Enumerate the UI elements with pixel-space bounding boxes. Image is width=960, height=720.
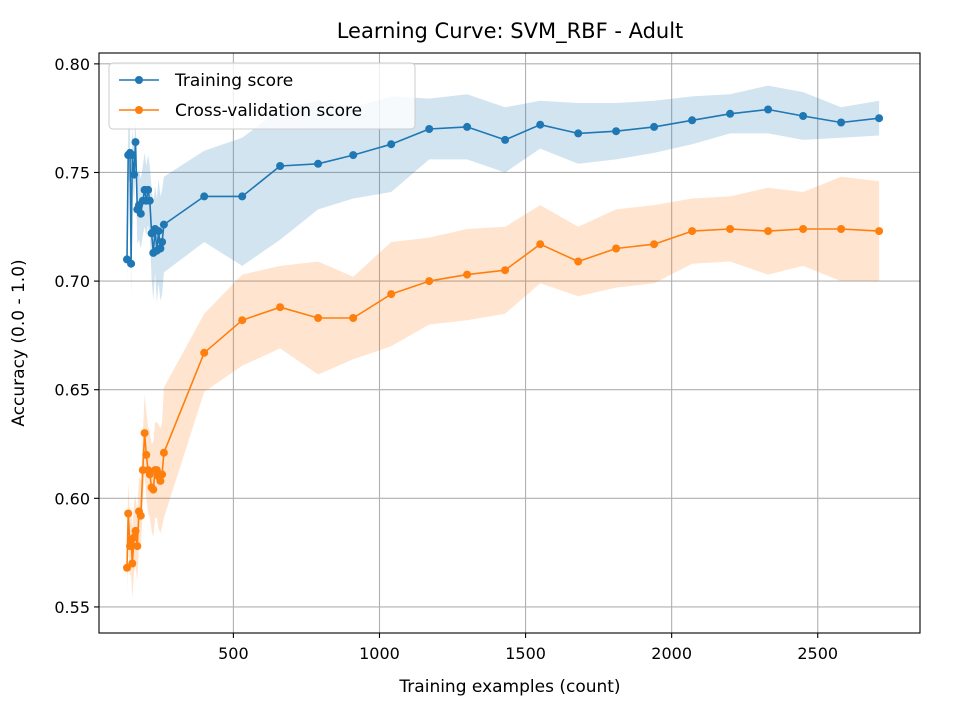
data-point-training <box>536 120 545 129</box>
data-point-cross-validation <box>123 563 131 572</box>
data-point-training <box>145 196 154 205</box>
x-tick-label: 2500 <box>797 644 838 663</box>
data-point-cross-validation <box>349 314 358 322</box>
y-tick-label: 0.55 <box>54 598 90 617</box>
y-tick-label: 0.65 <box>54 381 90 400</box>
x-tick-label: 1500 <box>505 644 546 663</box>
data-point-cross-validation <box>875 227 884 236</box>
data-point-cross-validation <box>314 314 323 322</box>
data-point-training <box>131 138 140 147</box>
data-point-cross-validation <box>276 303 285 312</box>
legend-label-training: Training score <box>174 71 293 91</box>
data-point-cross-validation <box>463 270 472 279</box>
data-point-cross-validation <box>387 290 396 299</box>
data-point-cross-validation <box>612 244 621 253</box>
y-tick-label: 0.70 <box>54 272 90 291</box>
data-point-training <box>127 259 136 268</box>
y-tick-label: 0.75 <box>54 163 90 182</box>
data-point-training <box>200 192 209 201</box>
data-point-cross-validation <box>650 240 659 249</box>
plot-area-background <box>99 53 920 633</box>
x-tick-label: 2000 <box>651 644 692 663</box>
chart-title: Learning Curve: SVM_RBF - Adult <box>337 19 684 44</box>
data-point-training <box>501 135 510 144</box>
data-point-training <box>799 112 808 120</box>
data-point-cross-validation <box>536 240 545 249</box>
data-point-cross-validation <box>130 533 139 542</box>
data-point-cross-validation <box>126 542 134 551</box>
y-tick-label: 0.60 <box>54 489 90 508</box>
x-axis-ticks: 500 1000 1500 2000 2500 <box>218 633 838 663</box>
data-point-cross-validation <box>140 429 149 438</box>
legend-frame <box>108 62 416 130</box>
data-point-training <box>238 192 247 201</box>
data-point-cross-validation <box>136 511 145 520</box>
legend-item-cross-validation: Cross-validation score <box>119 101 362 121</box>
data-point-training <box>387 140 396 149</box>
data-point-cross-validation <box>152 466 161 475</box>
data-point-cross-validation <box>156 476 165 485</box>
data-point-cross-validation <box>158 470 167 479</box>
x-axis-label: Training examples (count) <box>398 677 620 697</box>
data-point-cross-validation <box>799 225 808 233</box>
data-point-training <box>158 238 167 246</box>
x-tick-label: 1000 <box>359 644 400 663</box>
data-point-cross-validation <box>149 485 158 494</box>
data-point-cross-validation <box>124 509 133 518</box>
x-tick-label: 500 <box>218 644 249 663</box>
data-point-training <box>574 129 583 138</box>
data-point-training <box>154 227 163 236</box>
plot-area-frame <box>98 52 921 634</box>
data-point-cross-validation <box>200 348 209 357</box>
data-point-cross-validation <box>764 227 773 236</box>
data-point-training <box>612 127 621 136</box>
legend-label-cross-validation: Cross-validation score <box>175 101 362 121</box>
data-point-training <box>726 109 735 118</box>
data-point-training <box>425 125 434 133</box>
data-point-cross-validation <box>145 470 154 479</box>
data-point-training <box>463 122 472 131</box>
y-tick-label: 0.80 <box>54 55 90 74</box>
data-point-training <box>314 159 323 168</box>
confidence-bands <box>127 85 880 599</box>
data-point-cross-validation <box>142 450 151 459</box>
data-point-training <box>130 170 139 179</box>
data-point-training <box>349 151 358 160</box>
legend-marker-training <box>135 76 143 84</box>
data-point-cross-validation <box>726 225 735 233</box>
data-point-training <box>144 185 153 194</box>
data-point-training <box>128 151 137 160</box>
data-point-cross-validation <box>574 257 583 266</box>
legend-item-training: Training score <box>119 71 293 91</box>
data-point-training <box>159 220 168 229</box>
legend: Training score Cross-validation score <box>108 62 416 130</box>
data-point-cross-validation <box>501 266 510 275</box>
data-point-cross-validation <box>837 225 846 233</box>
confidence-band-training <box>127 85 880 303</box>
data-point-training <box>764 105 773 114</box>
legend-marker-cross-validation <box>135 106 143 114</box>
y-axis-label: Accuracy (0.0 - 1.0) <box>9 259 29 426</box>
data-point-training <box>688 116 697 125</box>
data-point-cross-validation <box>131 526 140 535</box>
data-point-cross-validation <box>133 542 142 551</box>
data-point-training <box>875 114 884 123</box>
data-point-training <box>136 209 145 218</box>
data-point-cross-validation <box>425 277 434 286</box>
data-point-training <box>837 118 846 127</box>
data-point-cross-validation <box>238 316 247 325</box>
grid-lines <box>99 53 920 633</box>
data-point-training <box>156 244 165 253</box>
data-point-training <box>650 122 659 131</box>
data-point-cross-validation <box>159 448 168 457</box>
confidence-band-cross-validation <box>127 176 880 599</box>
y-axis-ticks: 0.55 0.60 0.65 0.70 0.75 0.80 <box>54 55 99 617</box>
data-point-training <box>276 162 285 170</box>
data-point-cross-validation <box>128 559 137 568</box>
series-markers <box>123 105 884 572</box>
data-point-cross-validation <box>688 227 697 236</box>
